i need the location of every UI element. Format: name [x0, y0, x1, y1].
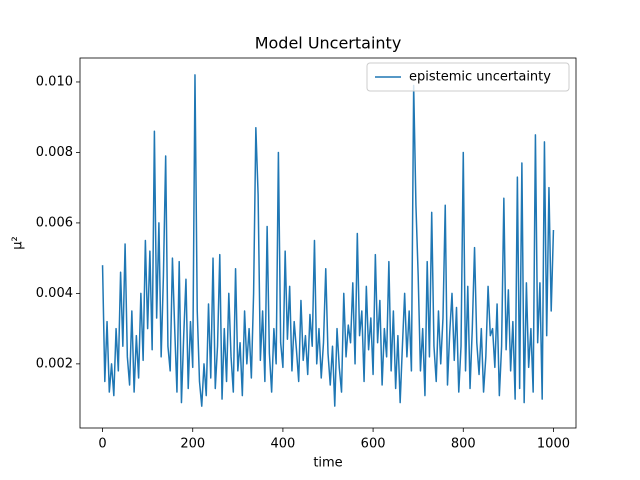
y-tick-label: 0.002: [36, 356, 73, 371]
x-tick-label: 0: [98, 437, 106, 452]
x-tick-label: 600: [361, 437, 386, 452]
x-axis-label: time: [313, 456, 342, 471]
legend-box: [366, 62, 570, 92]
x-tick-label: 1000: [537, 437, 570, 452]
legend-label: epistemic uncertainty: [409, 70, 551, 85]
y-tick-label: 0.006: [36, 215, 73, 230]
line-series: [101, 74, 555, 407]
x-tick-label: 400: [270, 437, 295, 452]
y-tick-label: 0.008: [36, 145, 73, 160]
x-tick-label: 800: [451, 437, 476, 452]
x-tick-label: 200: [180, 437, 205, 452]
plot-frame: [79, 57, 577, 429]
y-axis-label: μ²: [11, 236, 26, 249]
chart-title: Model Uncertainty: [255, 34, 402, 53]
y-tick-label: 0.004: [36, 286, 73, 301]
y-tick-label: 0.010: [36, 74, 73, 89]
